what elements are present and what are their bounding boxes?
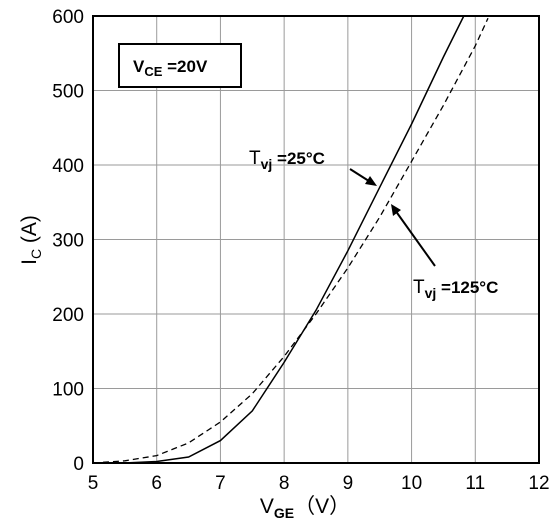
y-tick-label: 0: [73, 454, 84, 475]
svg-text:Tvj =125°C: Tvj =125°C: [413, 277, 498, 301]
y-tick-label: 100: [52, 380, 84, 401]
y-tick-label: 300: [52, 231, 84, 252]
x-tick-label: 7: [215, 473, 226, 494]
y-tick-label: 400: [52, 156, 84, 177]
condition-box: VCE =20V: [118, 43, 242, 88]
y-tick-label: 600: [52, 7, 84, 28]
series-125c-line: [92, 17, 489, 464]
x-tick-label: 9: [343, 473, 354, 494]
x-tick-label: 10: [401, 473, 422, 494]
y-tick-label: 500: [52, 82, 84, 103]
y-tick-label: 200: [52, 305, 84, 326]
series-25c-line: [93, 15, 465, 464]
annotation-125c: Tvj =125°C: [391, 204, 498, 301]
svg-text:Tvj =25°C: Tvj =25°C: [249, 148, 325, 172]
x-tick-labels: 5 6 7 8 9 10 11 12: [88, 473, 550, 494]
x-tick-label: 11: [465, 473, 485, 494]
arrow-125c: [394, 209, 436, 267]
y-tick-labels: 0 100 200 300 400 500 600: [52, 7, 84, 475]
x-axis-title: VGE（V）: [260, 495, 350, 521]
arrowhead-125c: [391, 204, 401, 216]
grid-lines: [92, 15, 540, 464]
x-tick-label: 12: [528, 473, 549, 494]
x-tick-label: 5: [88, 473, 99, 494]
arrowhead-25c: [365, 176, 377, 186]
y-axis-title: IC (A): [18, 215, 44, 265]
annotation-25c: Tvj =25°C: [249, 148, 377, 186]
x-tick-label: 8: [279, 473, 290, 494]
svg-text:VCE =20V: VCE =20V: [133, 57, 208, 79]
data-lines: [92, 15, 489, 464]
plot-frame: [92, 15, 540, 464]
x-tick-label: 6: [151, 473, 162, 494]
